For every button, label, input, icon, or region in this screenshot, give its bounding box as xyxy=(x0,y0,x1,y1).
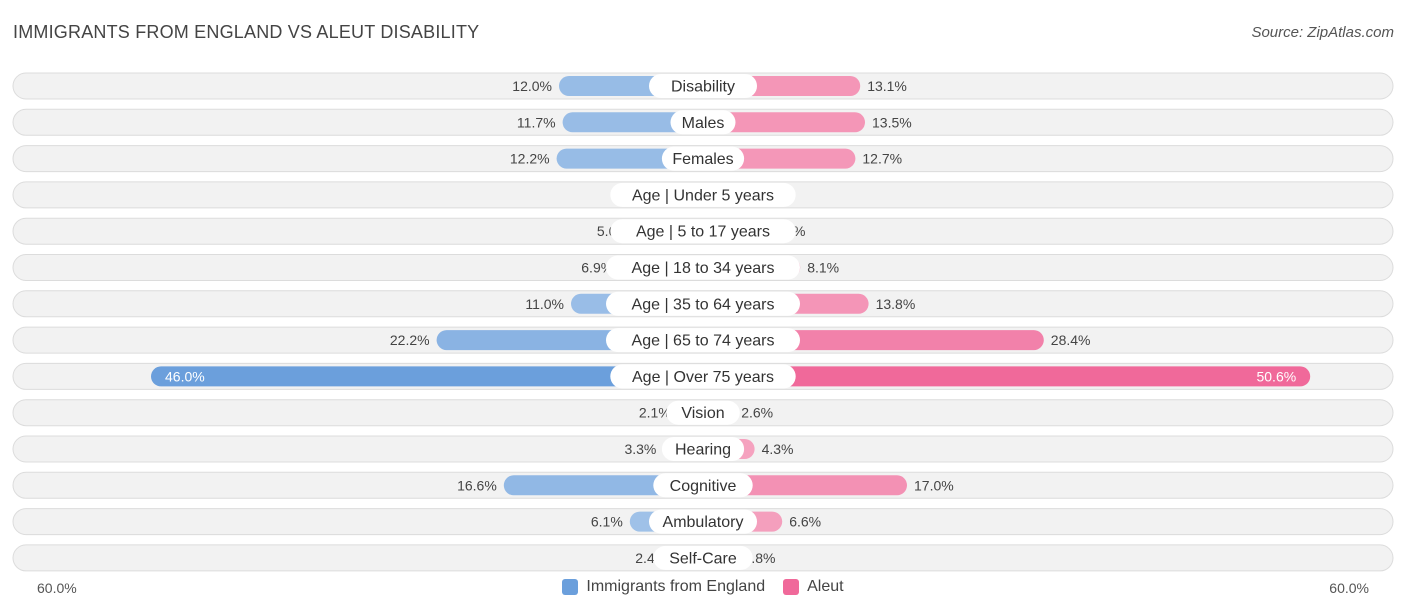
value-label-immigrants-from-england-hearing: 3.3% xyxy=(624,441,656,457)
category-pill-disability xyxy=(649,74,757,98)
category-label-age-35-to-64-years: Age | 35 to 64 years xyxy=(632,296,775,313)
value-label-aleut-age-65-to-74-years: 28.4% xyxy=(1051,332,1091,348)
category-pill-vision xyxy=(666,400,740,425)
value-label-aleut-cognitive: 17.0% xyxy=(914,477,954,493)
category-pill-age-under-5-years xyxy=(610,182,796,207)
category-pill-females xyxy=(661,146,745,171)
category-label-disability: Disability xyxy=(671,79,735,96)
category-label-age-18-to-34-years: Age | 18 to 34 years xyxy=(632,260,775,277)
category-pill-ambulatory xyxy=(649,509,757,534)
value-label-aleut-disability: 13.1% xyxy=(867,78,907,94)
bar-immigrants-from-england-age-over-75-years xyxy=(151,366,713,387)
value-label-immigrants-from-england-age-over-75-years: 46.0% xyxy=(165,368,205,384)
value-label-aleut-age-over-75-years: 50.6% xyxy=(1256,368,1296,384)
value-label-immigrants-from-england-males: 11.7% xyxy=(517,114,556,130)
legend-swatch-aleut xyxy=(783,579,800,595)
category-pill-age-over-75-years xyxy=(610,364,796,389)
bar-aleut-age-over-75-years xyxy=(693,366,1311,387)
value-label-immigrants-from-england-age-18-to-34-years: 6.9% xyxy=(581,260,613,276)
value-label-immigrants-from-england-females: 12.2% xyxy=(510,151,550,167)
axis-label-right: 60.0% xyxy=(1329,580,1369,596)
category-pill-males xyxy=(670,110,736,135)
legend-item-immigrants-from-england: Immigrants from England xyxy=(562,578,765,596)
category-pill-age-35-to-64-years xyxy=(606,291,800,316)
category-label-age-65-to-74-years: Age | 65 to 74 years xyxy=(632,333,775,350)
legend-item-aleut: Aleut xyxy=(783,578,844,596)
value-label-immigrants-from-england-ambulatory: 6.1% xyxy=(591,514,623,530)
value-label-aleut-age-35-to-64-years: 13.8% xyxy=(876,296,916,312)
diverging-bar-chart: 12.0% 13.1% Disability 11.7% 13.5% Males 12.2%… xyxy=(12,72,1394,572)
value-label-aleut-hearing: 4.3% xyxy=(762,441,794,457)
legend: Immigrants from England Aleut xyxy=(0,578,1406,596)
category-pill-age-5-to-17-years xyxy=(610,219,796,244)
value-label-aleut-females: 12.7% xyxy=(862,151,902,167)
category-label-age-under-5-years: Age | Under 5 years xyxy=(632,187,774,204)
value-label-immigrants-from-england-age-35-to-64-years: 11.0% xyxy=(525,296,564,312)
value-label-immigrants-from-england-cognitive: 16.6% xyxy=(457,477,497,493)
category-label-ambulatory: Ambulatory xyxy=(663,514,744,531)
value-label-immigrants-from-england-age-65-to-74-years: 22.2% xyxy=(390,332,430,348)
value-label-aleut-vision: 2.6% xyxy=(741,405,773,421)
value-label-aleut-age-18-to-34-years: 8.1% xyxy=(807,260,839,276)
value-label-immigrants-from-england-disability: 12.0% xyxy=(512,78,552,94)
legend-swatch-immigrants-from-england xyxy=(562,579,579,595)
category-label-vision: Vision xyxy=(681,405,724,422)
category-label-self-care: Self-Care xyxy=(669,550,737,567)
axis-label-left: 60.0% xyxy=(37,580,77,596)
category-label-females: Females xyxy=(672,151,733,168)
category-label-males: Males xyxy=(682,115,725,132)
bar-aleut-males xyxy=(693,112,865,133)
value-label-aleut-males: 13.5% xyxy=(872,114,912,130)
legend-label-immigrants-from-england: Immigrants from England xyxy=(586,578,766,595)
category-pill-age-65-to-74-years xyxy=(606,328,800,353)
category-pill-cognitive xyxy=(653,473,753,498)
category-label-age-over-75-years: Age | Over 75 years xyxy=(632,369,774,386)
category-label-cognitive: Cognitive xyxy=(670,478,737,495)
category-label-age-5-to-17-years: Age | 5 to 17 years xyxy=(636,224,770,241)
category-pill-hearing xyxy=(661,437,745,461)
category-label-hearing: Hearing xyxy=(675,442,731,459)
source-credit: Source: ZipAtlas.com xyxy=(1251,24,1394,41)
value-label-aleut-ambulatory: 6.6% xyxy=(789,514,821,530)
category-pill-self-care xyxy=(653,545,753,570)
legend-label-aleut: Aleut xyxy=(807,578,844,595)
chart-title: IMMIGRANTS FROM ENGLAND VS ALEUT DISABIL… xyxy=(13,22,480,42)
value-label-immigrants-from-england-vision: 2.1% xyxy=(639,405,671,421)
category-pill-age-18-to-34-years xyxy=(606,255,800,280)
